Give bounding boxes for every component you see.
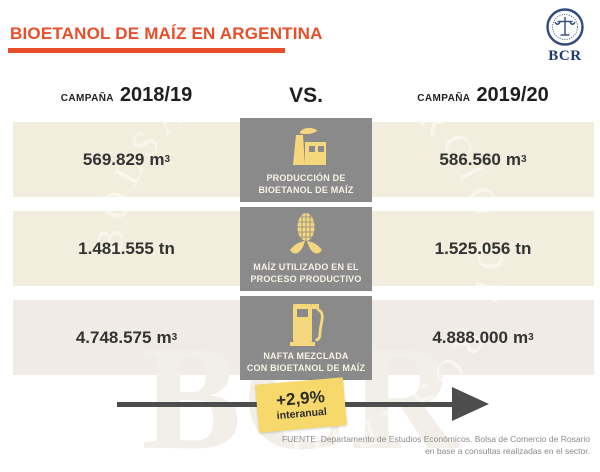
source-footer: FUENTE: Departamento de Estudios Económi… [190, 433, 590, 457]
gasoline-center-box: NAFTA MEZCLADA CON BIOETANOL DE MAÍZ [240, 296, 372, 380]
source-line-1: FUENTE: Departamento de Estudios Económi… [281, 434, 590, 444]
factory-icon [283, 118, 329, 172]
source-line-2: en base a consultas realizadas en el sec… [425, 446, 590, 456]
page-title: BIOETANOL DE MAÍZ EN ARGENTINA [10, 24, 323, 43]
gasoline-value-2018: 4.748.575 m 3 [75, 327, 178, 347]
corn-value-2019: 1.525.056 tn [434, 238, 532, 258]
production-value-2018: 569.829 m 3 [82, 149, 171, 169]
production-value-2019: 586.560 m 3 [439, 149, 527, 169]
gasoline-caption: NAFTA MEZCLADA CON BIOETANOL DE MAÍZ [246, 350, 366, 373]
campaign-left-period: 2018/19 [119, 84, 193, 106]
fuel-pump-icon [286, 296, 326, 350]
corn-icon [289, 207, 323, 261]
campaign-header-right: CAMPAÑA 2019/20 [372, 84, 594, 107]
bcr-seal-icon [541, 7, 589, 47]
campaign-right-label: CAMPAÑA [417, 93, 471, 104]
campaign-header-left: CAMPAÑA 2018/19 [13, 84, 240, 107]
bcr-logo-text: BCR [548, 48, 582, 64]
corn-value-2018: 1.481.555 tn [78, 238, 175, 258]
vs-label: VS. [289, 84, 323, 107]
campaign-left-label: CAMPAÑA [60, 93, 114, 104]
gasoline-value-2019: 4.888.000 m 3 [432, 327, 534, 347]
production-center-box: PRODUCCIÓN DE BIOETANOL DE MAÍZ [240, 118, 372, 202]
corn-center-box: MAÍZ UTILIZADO EN EL PROCESO PRODUCTIVO [240, 207, 372, 291]
production-caption: PRODUCCIÓN DE BIOETANOL DE MAÍZ [258, 172, 354, 195]
growth-arrow-head [452, 387, 489, 421]
title-underline-bar [8, 48, 285, 53]
campaign-right-period: 2019/20 [476, 84, 549, 106]
corn-caption: MAÍZ UTILIZADO EN EL PROCESO PRODUCTIVO [250, 261, 362, 284]
growth-badge: +2,9% interanual [255, 377, 347, 433]
bcr-logo: BCR [541, 7, 589, 65]
